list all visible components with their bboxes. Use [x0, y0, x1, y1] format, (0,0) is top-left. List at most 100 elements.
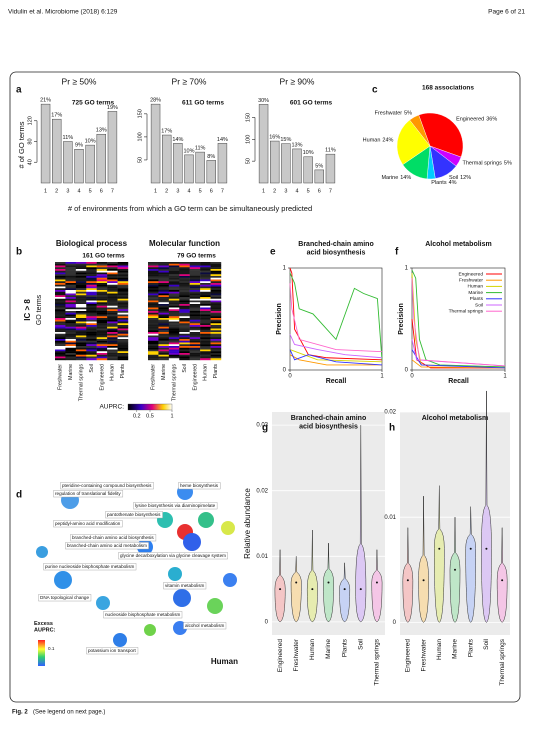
- heatmap-cell: [189, 349, 201, 352]
- heatmap-cell: [55, 281, 66, 284]
- heatmap-cell: [168, 326, 180, 329]
- heatmap-cell: [210, 344, 222, 347]
- heatmap-cell: [96, 323, 108, 326]
- heatmap-cell: [55, 347, 66, 350]
- panel-label: d: [16, 490, 22, 501]
- heatmap-cell: [210, 262, 222, 264]
- heatmap-cell: [148, 272, 159, 275]
- heatmap-column-label: Human: [203, 364, 209, 381]
- heatmap-cell: [210, 304, 222, 306]
- x-tick-label: 1: [380, 374, 384, 380]
- heatmap-cell: [200, 335, 211, 338]
- heatmap-cell: [86, 325, 97, 327]
- heatmap-cell: [179, 304, 190, 306]
- violin: [402, 527, 414, 623]
- heatmap-cell: [179, 311, 190, 313]
- heatmap-cell: [75, 347, 87, 350]
- heatmap-cell: [55, 323, 66, 326]
- heatmap-cell: [179, 300, 190, 303]
- chart-title: Branched-chain amino acid biosynthesis: [298, 241, 373, 256]
- heatmap-cell: [210, 325, 222, 327]
- chart-subtitle: 611 GO terms: [182, 100, 224, 107]
- heatmap-cell: [55, 293, 66, 296]
- heatmap-cell: [158, 276, 170, 278]
- heatmap-cell: [148, 288, 159, 291]
- heatmap-cell: [200, 318, 211, 320]
- heatmap-cell: [107, 297, 118, 299]
- term-label: potassium ion transport: [88, 648, 136, 653]
- heatmap-cell: [200, 326, 211, 329]
- heatmap-cell: [107, 307, 118, 310]
- heatmap-cell: [189, 347, 201, 350]
- heatmap-cell: [158, 286, 170, 289]
- heatmap-cell: [189, 314, 201, 317]
- heatmap-cell: [189, 323, 201, 326]
- heatmap-cell: [148, 358, 159, 361]
- heatmap-cell: [189, 300, 201, 303]
- heatmap-cell: [158, 262, 170, 264]
- term-label: nucleoside bisphosphate metabolism: [105, 612, 181, 617]
- heatmap-cell: [168, 325, 180, 327]
- heatmap-cell: [86, 295, 97, 298]
- heatmap-cell: [117, 344, 129, 347]
- heatmap-cell: [86, 267, 97, 270]
- heatmap-cell: [107, 339, 118, 341]
- heatmap-cell: [210, 279, 222, 282]
- heatmap-cell: [96, 354, 108, 357]
- term-box: [65, 542, 149, 550]
- heatmap-cell: [117, 284, 129, 287]
- heatmap-cell: [158, 305, 170, 308]
- heatmap-cell: [200, 295, 211, 298]
- heatmap-cell: [117, 302, 129, 305]
- legend-label: Thermal springs: [449, 308, 484, 314]
- heatmap-cell: [189, 286, 201, 289]
- y-tick-label: 0.02: [256, 488, 268, 494]
- heatmap-cell: [168, 330, 180, 333]
- heatmap-cell: [117, 262, 129, 264]
- chart-title: Branched-chain amino acid biosynthesis: [291, 415, 366, 430]
- heatmap-cell: [86, 309, 97, 312]
- slice-label: Freshwater 5%: [375, 111, 413, 117]
- heatmap-cell: [75, 276, 87, 278]
- heatmap-cell: [107, 314, 118, 317]
- term-box: [53, 490, 124, 498]
- heatmap-cell: [210, 312, 222, 315]
- median-dot: [311, 588, 314, 591]
- heatmap-cell: [86, 340, 97, 343]
- heatmap-cell: [179, 316, 190, 319]
- heatmap-cell: [96, 290, 108, 292]
- heatmap-cell: [158, 269, 170, 271]
- heatmap-cell: [86, 291, 97, 294]
- heatmap-cell: [117, 263, 129, 266]
- heatmap-cell: [55, 297, 66, 299]
- heatmap-cell: [210, 302, 222, 305]
- heatmap-cell: [65, 267, 77, 270]
- heatmap-cell: [200, 328, 211, 331]
- slice-value: 4%: [449, 180, 457, 186]
- heatmap-cell: [210, 318, 222, 320]
- heatmap-cell: [148, 274, 159, 277]
- heatmap-cell: [75, 337, 87, 340]
- heatmap-cell: [189, 267, 201, 270]
- heatmap-cell: [55, 326, 66, 329]
- heatmap-cell: [107, 344, 118, 347]
- heatmap-cell: [200, 340, 211, 343]
- heatmap-cell: [158, 332, 170, 334]
- heatmap-cell: [107, 304, 118, 306]
- heatmap-cell: [168, 281, 180, 284]
- pr-curve: [411, 278, 506, 367]
- heatmap-cell: [117, 356, 129, 359]
- term-box: [43, 563, 137, 571]
- heatmap-cell: [189, 319, 201, 322]
- heatmap-cell: [65, 309, 77, 312]
- heatmap-cell: [107, 269, 118, 271]
- heatmap-cell: [148, 344, 159, 347]
- heatmap-cell: [75, 335, 87, 338]
- heatmap-cell: [200, 265, 211, 268]
- heatmap-cell: [168, 307, 180, 310]
- bar: [150, 103, 161, 184]
- heatmap-cell: [75, 356, 87, 359]
- heatmap-cell: [200, 262, 211, 264]
- heatmap-cell: [75, 297, 87, 299]
- heatmap-cell: [96, 328, 108, 331]
